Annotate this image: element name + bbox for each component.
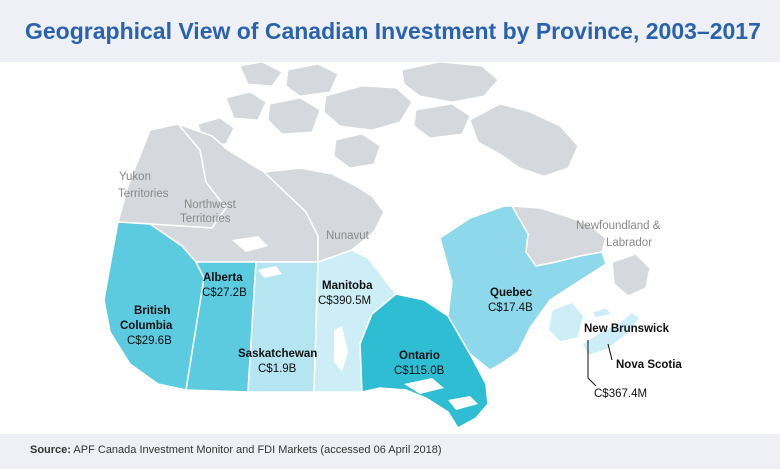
label-ontario-value: C$115.0B — [394, 365, 445, 377]
label-yukon-2: Territories — [118, 188, 169, 200]
arctic-islands — [197, 62, 579, 177]
label-alberta-name: Alberta — [203, 272, 243, 284]
alberta-region — [185, 261, 257, 393]
page-title: Geographical View of Canadian Investment… — [25, 18, 761, 44]
label-newfoundland: Newfoundland & — [576, 220, 661, 232]
title-bar: Geographical View of Canadian Investment… — [0, 0, 780, 62]
label-manitoba-name: Manitoba — [322, 280, 373, 292]
label-northwest: Northwest — [184, 199, 237, 211]
maritimes-leader-lines — [587, 340, 613, 387]
quebec-region — [439, 205, 607, 371]
pei-region — [591, 307, 613, 319]
source-note: Source: APF Canada Investment Monitor an… — [30, 444, 441, 456]
label-northwest-2: Territories — [180, 213, 231, 225]
label-new-brunswick-name: New Brunswick — [584, 323, 670, 335]
new-brunswick-region — [547, 301, 585, 343]
label-nunavut: Nunavut — [326, 230, 370, 242]
newfoundland-island — [611, 253, 651, 297]
nova-scotia-region — [581, 311, 642, 357]
source-label: Source: — [30, 444, 71, 456]
label-bc-value: C$29.6B — [127, 335, 172, 347]
footer-bar: Source: APF Canada Investment Monitor an… — [0, 434, 780, 469]
british-columbia-region — [103, 221, 205, 391]
label-quebec-name: Quebec — [490, 287, 533, 299]
label-manitoba-value: C$390.5M — [318, 295, 371, 307]
label-alberta-value: C$27.2B — [202, 287, 247, 299]
label-bc-name: British — [134, 305, 170, 317]
label-saskatchewan-name: Saskatchewan — [238, 348, 317, 360]
label-bc-name-2: Columbia — [120, 320, 173, 332]
nunavut-region — [262, 167, 385, 263]
label-nova-scotia-name: Nova Scotia — [616, 359, 682, 371]
label-maritimes-value: C$367.4M — [594, 388, 647, 400]
label-saskatchewan-value: C$1.9B — [258, 363, 297, 375]
label-yukon: Yukon — [119, 171, 151, 183]
label-ontario-name: Ontario — [399, 350, 440, 362]
label-newfoundland-2: Labrador — [606, 237, 652, 249]
source-text: APF Canada Investment Monitor and FDI Ma… — [73, 444, 442, 456]
canada-map: Yukon Territories Northwest Territories … — [103, 62, 682, 430]
label-quebec-value: C$17.4B — [488, 302, 533, 314]
lakes — [232, 236, 478, 410]
